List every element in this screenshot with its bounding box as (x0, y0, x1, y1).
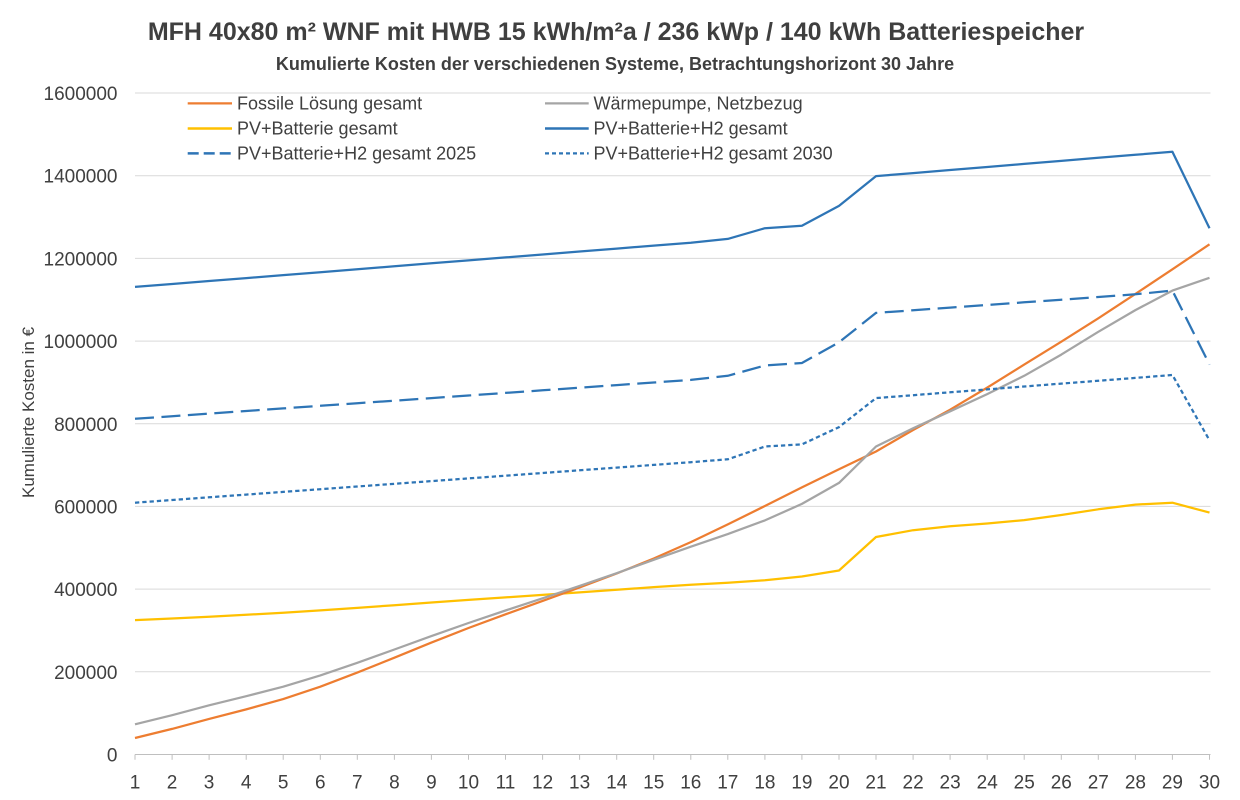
svg-text:1600000: 1600000 (44, 84, 118, 105)
svg-text:1: 1 (130, 773, 141, 794)
svg-text:6: 6 (315, 773, 326, 794)
svg-text:19: 19 (791, 773, 812, 794)
svg-text:MFH 40x80 m² WNF mit HWB 15 kW: MFH 40x80 m² WNF mit HWB 15 kWh/m²a / 23… (148, 18, 1085, 46)
svg-text:1000000: 1000000 (44, 332, 118, 353)
svg-text:11: 11 (496, 773, 516, 794)
svg-text:10: 10 (458, 773, 479, 794)
svg-text:24: 24 (977, 773, 999, 794)
svg-text:Fossile Lösung gesamt: Fossile Lösung gesamt (237, 94, 422, 114)
svg-text:9: 9 (426, 773, 437, 794)
svg-text:1400000: 1400000 (44, 167, 118, 188)
svg-text:29: 29 (1162, 773, 1183, 794)
svg-text:600000: 600000 (54, 497, 117, 518)
svg-text:28: 28 (1125, 773, 1146, 794)
svg-text:7: 7 (352, 773, 363, 794)
svg-text:12: 12 (532, 773, 553, 794)
svg-text:3: 3 (204, 773, 215, 794)
svg-text:21: 21 (865, 773, 886, 794)
svg-text:PV+Batterie+H2 gesamt 2030: PV+Batterie+H2 gesamt 2030 (594, 144, 833, 164)
svg-text:Kumulierte Kosten in €: Kumulierte Kosten in € (19, 326, 38, 498)
svg-text:18: 18 (754, 773, 775, 794)
svg-text:8: 8 (389, 773, 400, 794)
svg-text:20: 20 (828, 773, 849, 794)
svg-text:23: 23 (940, 773, 961, 794)
svg-text:15: 15 (643, 773, 664, 794)
svg-text:13: 13 (569, 773, 590, 794)
svg-text:Wärmepumpe, Netzbezug: Wärmepumpe, Netzbezug (594, 94, 803, 114)
svg-text:800000: 800000 (54, 415, 117, 436)
svg-text:22: 22 (903, 773, 924, 794)
svg-text:PV+Batterie gesamt: PV+Batterie gesamt (237, 119, 398, 139)
svg-text:PV+Batterie+H2 gesamt 2025: PV+Batterie+H2 gesamt 2025 (237, 144, 476, 164)
svg-text:Kumulierte Kosten der verschie: Kumulierte Kosten der verschiedenen Syst… (276, 54, 954, 74)
svg-text:30: 30 (1199, 773, 1220, 794)
svg-text:400000: 400000 (54, 580, 117, 601)
svg-text:2: 2 (167, 773, 178, 794)
svg-text:0: 0 (107, 746, 118, 767)
svg-text:26: 26 (1051, 773, 1072, 794)
svg-text:5: 5 (278, 773, 289, 794)
svg-text:17: 17 (717, 773, 738, 794)
svg-text:14: 14 (606, 773, 628, 794)
svg-text:4: 4 (241, 773, 252, 794)
svg-text:1200000: 1200000 (44, 249, 118, 270)
svg-text:25: 25 (1014, 773, 1035, 794)
svg-text:PV+Batterie+H2 gesamt: PV+Batterie+H2 gesamt (594, 119, 788, 139)
svg-text:200000: 200000 (54, 663, 117, 684)
svg-text:27: 27 (1088, 773, 1109, 794)
svg-text:16: 16 (680, 773, 701, 794)
